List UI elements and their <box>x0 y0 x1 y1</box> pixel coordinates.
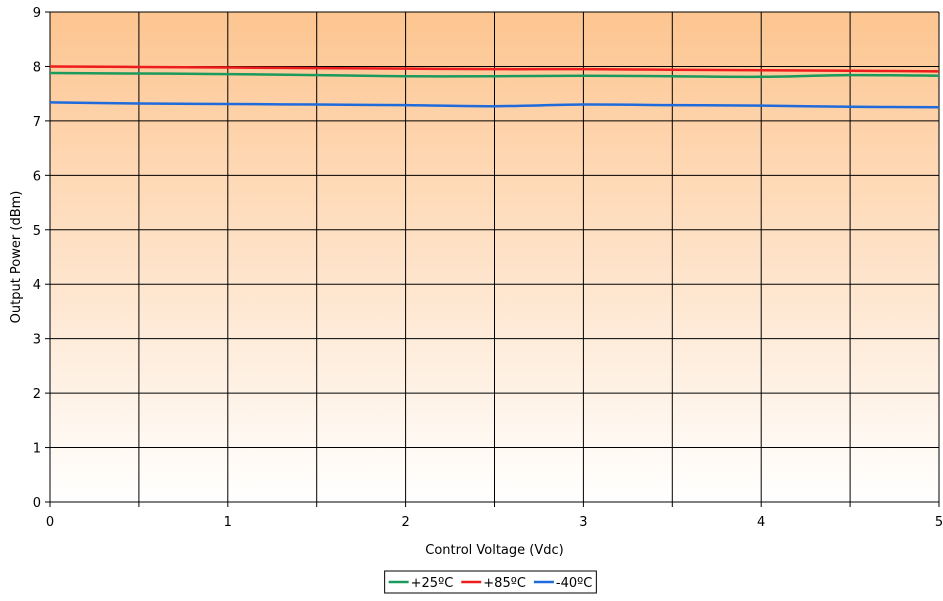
y-tick-label: 8 <box>33 60 41 75</box>
series-line-2 <box>49 65 940 73</box>
y-tick-label: 9 <box>33 6 41 21</box>
series-line-1 <box>49 71 940 79</box>
y-tick-label: 5 <box>33 224 41 239</box>
y-tick-label: 3 <box>33 333 41 348</box>
y-axis-ticks: 0 1 2 3 4 5 6 7 8 9 <box>33 6 50 511</box>
y-tick-label: 6 <box>33 169 41 184</box>
x-tick-label: 5 <box>935 515 943 530</box>
x-tick-label: 3 <box>579 515 587 530</box>
legend-label-1: +25ºC <box>411 576 454 591</box>
legend-box <box>384 570 597 594</box>
x-tick-label: 0 <box>46 515 54 530</box>
legend: +25ºC +85ºC -40ºC <box>384 570 597 594</box>
series-lines <box>49 65 940 109</box>
x-tick-label: 1 <box>224 515 232 530</box>
x-axis-title: Control Voltage (Vdc) <box>425 543 563 558</box>
y-tick-label: 7 <box>33 115 41 130</box>
y-tick-label: 4 <box>33 278 41 293</box>
x-tick-label: 4 <box>757 515 765 530</box>
x-tick-label: 2 <box>401 515 409 530</box>
y-axis-title: Output Power (dBm) <box>9 191 24 324</box>
x-axis-ticks: 0 1 2 3 4 5 <box>46 502 943 530</box>
series-line-3 <box>49 101 940 109</box>
y-tick-label: 0 <box>33 496 41 511</box>
y-tick-label: 2 <box>33 387 41 402</box>
grid-lines <box>50 11 940 502</box>
legend-label-3: -40ºC <box>556 576 592 591</box>
y-tick-label: 1 <box>33 442 41 457</box>
legend-label-2: +85ºC <box>483 576 526 591</box>
